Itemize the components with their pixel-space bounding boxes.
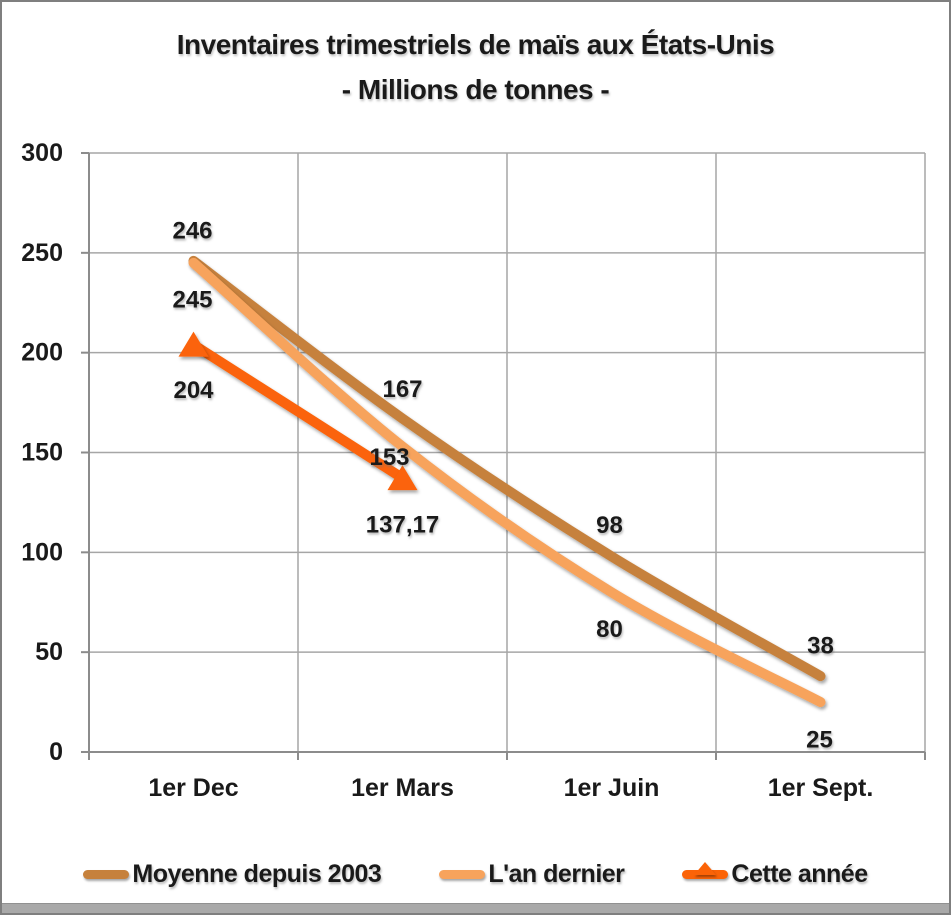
- triangle-marker: [178, 331, 209, 357]
- series-line-2: [188, 257, 826, 708]
- series-line-1: [188, 255, 826, 682]
- legend-label: L'an dernier: [488, 859, 625, 888]
- data-label: 98: [596, 512, 623, 539]
- legend-item-3: Cette année: [682, 859, 868, 889]
- chart-title-line1: Inventaires trimestriels de maïs aux Éta…: [176, 29, 775, 60]
- y-tick-label: 50: [35, 638, 63, 666]
- data-label: 245: [172, 286, 212, 313]
- data-label: 153: [369, 444, 409, 471]
- chart-title: Inventaires trimestriels de maïs aux Éta…: [2, 22, 949, 112]
- x-category-label: 1er Mars: [351, 774, 454, 802]
- legend-label: Cette année: [731, 859, 868, 888]
- legend-item-2: L'an dernier: [439, 859, 625, 889]
- legend-label: Moyenne depuis 2003: [132, 859, 382, 888]
- y-tick-label: 250: [21, 239, 63, 267]
- data-label: 80: [596, 616, 623, 643]
- legend-triangle-icon: [694, 862, 717, 875]
- chart-title-line2: - Millions de tonnes -: [341, 74, 610, 105]
- data-label: 167: [382, 376, 422, 403]
- x-category-label: 1er Sept.: [768, 774, 874, 802]
- y-tick-label: 200: [21, 339, 63, 367]
- y-tick-label: 0: [49, 738, 63, 766]
- legend-item-1: Moyenne depuis 2003: [83, 859, 382, 889]
- legend-line-triangle-icon: [682, 861, 729, 887]
- data-label: 204: [173, 377, 214, 404]
- y-tick-label: 100: [21, 538, 63, 566]
- data-label: 25: [806, 727, 833, 754]
- data-label: 246: [172, 217, 212, 244]
- legend: Moyenne depuis 2003 L'an dernier Cette ann…: [2, 848, 949, 900]
- x-category-label: 1er Dec: [148, 774, 238, 802]
- bottom-edge-strip: [2, 903, 949, 913]
- y-tick-label: 150: [21, 439, 63, 467]
- series-line-3: [188, 339, 408, 484]
- data-label: 137,17: [366, 512, 439, 539]
- legend-line-icon: [83, 869, 130, 879]
- legend-line-icon: [439, 869, 486, 879]
- data-label: 38: [807, 633, 834, 660]
- triangle-marker: [387, 465, 418, 491]
- x-category-label: 1er Juin: [564, 774, 660, 802]
- y-tick-label: 300: [21, 139, 63, 167]
